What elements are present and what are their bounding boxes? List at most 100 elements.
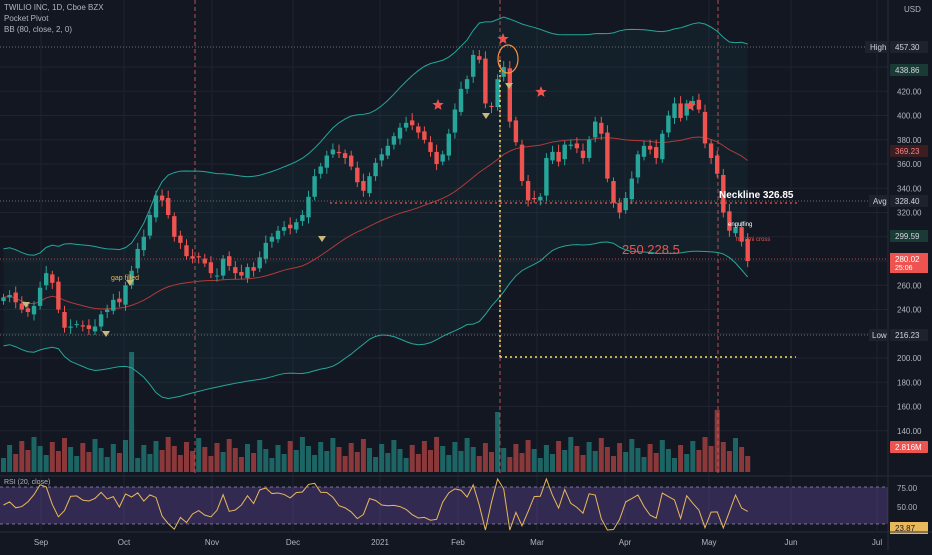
candle-body <box>641 145 647 157</box>
volume-bar <box>165 437 171 472</box>
pocket-pivot-marker <box>22 302 30 308</box>
candle-body <box>666 115 671 133</box>
volume-bar <box>1 458 6 472</box>
candle-body <box>397 127 403 139</box>
volume-bar <box>116 453 122 472</box>
volume-bar <box>202 447 208 472</box>
candle-body <box>727 211 732 231</box>
candle-body <box>202 258 207 264</box>
volume-bar <box>226 439 232 472</box>
pocket-pivot-marker <box>482 113 490 119</box>
candle-body <box>342 153 348 158</box>
volume-bar <box>184 442 189 472</box>
volume-bar <box>238 457 244 472</box>
candle-body <box>495 79 500 108</box>
candle-body <box>623 198 628 211</box>
candle-body <box>184 245 189 257</box>
volume-bar <box>391 440 397 472</box>
peak-star-marker <box>535 86 547 97</box>
price-tick-label: 140.00 <box>897 427 922 436</box>
candle-body <box>153 195 159 218</box>
volume-bar <box>434 437 440 472</box>
bb-upper-tag-bg <box>890 64 928 76</box>
candle-body <box>733 227 738 234</box>
candle-body <box>74 324 79 326</box>
volume-bar <box>208 456 214 472</box>
price-tick-label: 380.00 <box>897 136 922 145</box>
rsi-tick-label: 50.00 <box>897 503 918 512</box>
candle-body <box>361 181 366 191</box>
volume-bar <box>196 438 202 472</box>
volume-bar <box>470 447 476 472</box>
volume-bar <box>629 439 635 472</box>
candle-body <box>532 198 537 200</box>
high-price-tag: 457.30 <box>895 43 920 52</box>
volume-bar <box>299 437 305 472</box>
candle-body <box>611 181 616 203</box>
high-tag-label: High <box>870 43 886 52</box>
month-tick-label: Jun <box>785 538 798 547</box>
volume-bar <box>568 437 574 472</box>
pocket-pivot-marker <box>318 236 326 242</box>
volume-bar <box>678 445 684 472</box>
candle-body <box>196 256 201 258</box>
volume-bar <box>537 458 543 472</box>
price-tick-label: 400.00 <box>897 112 922 121</box>
candle-body <box>251 267 256 271</box>
candle-body <box>31 305 37 315</box>
volume-bar <box>293 450 299 472</box>
candle-body <box>593 121 598 138</box>
volume-bar <box>482 443 488 472</box>
volume-bar <box>55 451 61 472</box>
volume-bar <box>214 443 220 472</box>
volume-bar <box>586 442 592 472</box>
volume-bar <box>733 438 738 472</box>
volume-bar <box>318 442 324 472</box>
volume-bar <box>598 438 604 472</box>
volume-bar <box>385 453 391 472</box>
month-tick-label: May <box>701 538 716 547</box>
price-tick-label: 240.00 <box>897 306 922 315</box>
volume-bar <box>25 450 31 472</box>
bollinger-basis-line <box>3 136 748 310</box>
candle-body <box>684 103 689 116</box>
month-tick-label: Nov <box>205 538 219 547</box>
volume-bar <box>281 454 287 472</box>
volume-bar <box>421 441 427 472</box>
volume-bar <box>171 446 177 472</box>
volume-bar <box>135 458 141 472</box>
volume-bar <box>177 455 183 472</box>
volume-tag-bg <box>890 441 928 453</box>
candle-body <box>166 198 171 215</box>
candle-body <box>580 150 586 158</box>
volume-bar <box>519 453 525 472</box>
candle-body <box>105 309 110 312</box>
volume-bar <box>312 455 318 472</box>
candle-body <box>538 196 543 201</box>
volume-bar <box>190 451 196 472</box>
candle-body <box>647 145 653 150</box>
bollinger-upper-line <box>3 16 748 256</box>
candle-body <box>519 144 525 182</box>
candle-body <box>617 202 622 213</box>
bb-lower-tag: 299.59 <box>895 232 920 241</box>
volume-bar <box>525 440 531 472</box>
volume-bar <box>702 437 708 472</box>
chart-legend-bollinger: BB (80, close, 2, 0) <box>4 25 72 34</box>
volume-bar <box>31 437 37 472</box>
avg-tag-label: Avg <box>873 197 887 206</box>
volume-bar <box>690 441 696 472</box>
avg-tag-label-bg <box>869 195 889 207</box>
candle-body <box>281 227 287 231</box>
month-tick-label: 2021 <box>371 538 389 547</box>
volume-bar <box>696 450 702 472</box>
volume-bar <box>49 442 55 472</box>
volume-bar <box>458 451 464 472</box>
candle-body <box>599 122 604 134</box>
volume-bar <box>80 443 86 472</box>
volume-bar <box>665 449 671 472</box>
volume-bar <box>354 452 360 472</box>
peak-circle-marker <box>497 44 519 74</box>
